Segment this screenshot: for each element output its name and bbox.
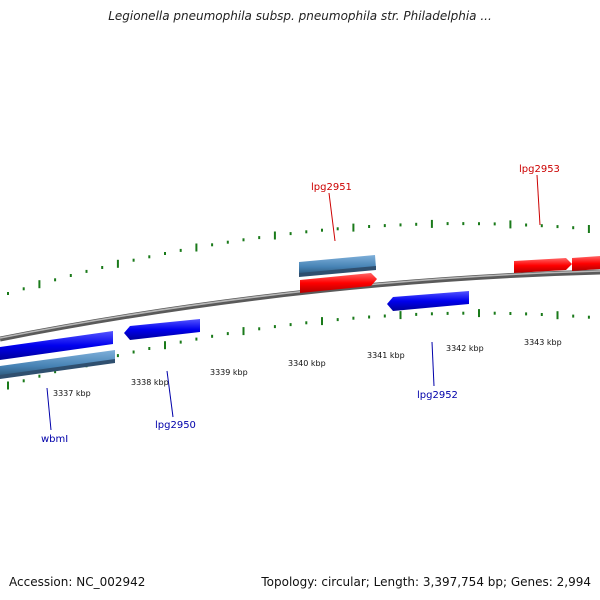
leader-wbmI [46,387,52,431]
kbp-label: 3342 kbp [446,344,484,353]
upper-tick-track [7,219,590,295]
kbp-label: 3338 kbp [131,378,169,387]
leader-lpg2952 [431,341,435,387]
accession-text: Accession: NC_002942 [9,575,146,589]
genome-summary-text: Topology: circular; Length: 3,397,754 bp… [261,575,591,589]
kbp-label: 3343 kbp [524,338,562,347]
kbp-label: 3340 kbp [288,359,326,368]
gene-label-lpg2953[interactable]: lpg2953 [519,164,560,175]
gene-lpg2951[interactable] [300,273,377,293]
kbp-label: 3337 kbp [53,389,91,398]
leader-lpg2953 [536,174,541,226]
gene-lpg2952[interactable] [387,291,469,311]
gene-lpg2953[interactable] [514,258,572,273]
gene-lpg2954-partial[interactable] [572,256,600,271]
gene-label-lpg2950[interactable]: lpg2950 [155,420,196,431]
kbp-label: 3339 kbp [210,368,248,377]
leader-lpg2951 [328,192,336,242]
kbp-label: 3341 kbp [367,351,405,360]
gene-wbmI-upper[interactable] [0,331,113,360]
feature-wbmI-misc[interactable] [0,350,115,379]
gene-lpg2950[interactable] [124,319,200,340]
gene-label-lpg2952[interactable]: lpg2952 [417,390,458,401]
map-title: Legionella pneumophila subsp. pneumophil… [108,9,492,23]
gene-label-lpg2951[interactable]: lpg2951 [311,182,352,193]
gene-label-wbmI[interactable]: wbmI [41,434,68,445]
leader-lpg2950 [166,370,174,418]
feature-lpg2951-misc[interactable] [299,255,376,277]
